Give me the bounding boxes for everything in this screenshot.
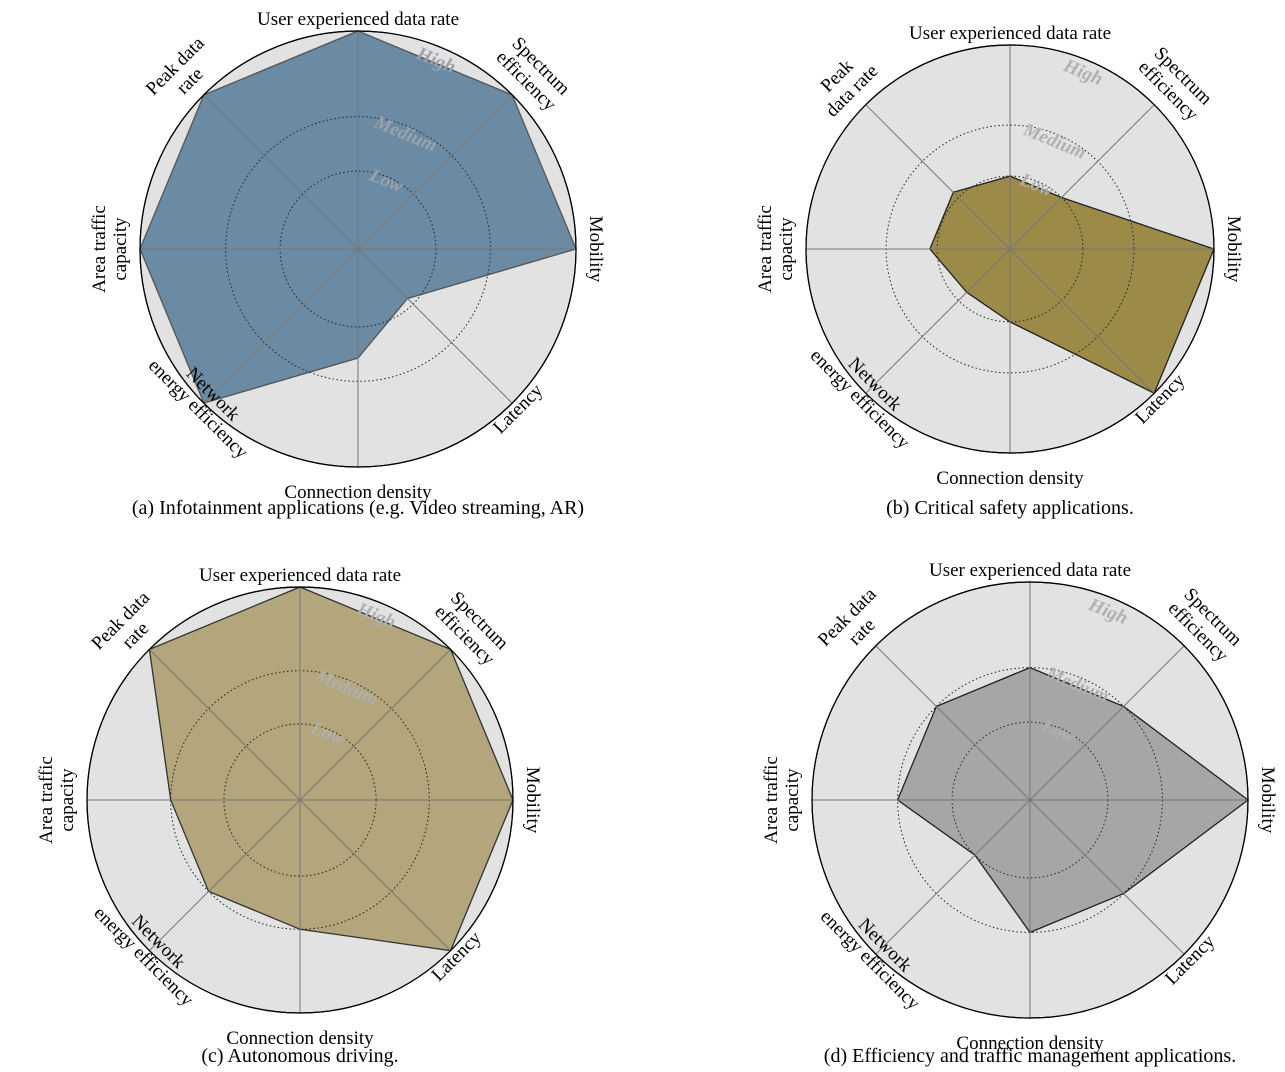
axis-label-line: Connection density xyxy=(226,1028,374,1049)
radar-spoke xyxy=(149,649,301,801)
radar-spoke xyxy=(1009,248,1155,394)
radar-spoke xyxy=(1029,645,1185,801)
axis-label-line: capacity xyxy=(57,768,78,832)
axis-label: Area trafficcapacity xyxy=(89,205,131,293)
axis-label: User experienced data rate xyxy=(929,560,1131,581)
axis-label-line: Area traffic xyxy=(89,205,110,293)
axis-label: Mobility xyxy=(585,216,606,283)
radar-spoke xyxy=(357,94,513,250)
axis-label: User experienced data rate xyxy=(199,565,401,586)
axis-label-line: Mobility xyxy=(522,767,543,834)
radar-outer-ring xyxy=(805,44,1215,454)
radar-outer-ring xyxy=(86,586,514,1014)
axis-label-line: User experienced data rate xyxy=(929,560,1131,581)
axis-label-line: User experienced data rate xyxy=(199,565,401,586)
radar-spoke xyxy=(299,799,451,951)
axis-label-line: capacity xyxy=(776,217,797,281)
axis-label: User experienced data rate xyxy=(257,9,459,30)
axis-label-line: Area traffic xyxy=(755,205,776,293)
radar-spoke xyxy=(1009,104,1155,250)
axis-label-line: Peak data xyxy=(142,33,209,100)
axis-label: Connection density xyxy=(226,1028,374,1049)
radar-spoke xyxy=(875,799,1031,955)
panel-caption: (a) Infotainment applications (e.g. Vide… xyxy=(132,497,584,519)
axis-label: Area trafficcapacity xyxy=(36,756,78,844)
radar-spoke xyxy=(865,104,1011,250)
axis-label-line: Mobility xyxy=(1223,216,1244,283)
axis-label-line: Connection density xyxy=(956,1033,1104,1054)
radar-spoke xyxy=(299,649,451,801)
axis-label: Area trafficcapacity xyxy=(761,756,803,844)
axis-label-line: Connection density xyxy=(284,482,432,503)
axis-label: Connection density xyxy=(284,482,432,503)
axis-label: Mobility xyxy=(1257,767,1278,834)
radar-spoke xyxy=(203,94,359,250)
radar-spoke xyxy=(875,645,1031,801)
axis-label: User experienced data rate xyxy=(909,23,1111,44)
panel-caption: (b) Critical safety applications. xyxy=(886,497,1134,519)
axis-label-line: capacity xyxy=(110,217,131,281)
axis-label-line: Area traffic xyxy=(761,756,782,844)
radar-spoke xyxy=(203,248,359,404)
axis-label-line: Area traffic xyxy=(36,756,57,844)
axis-label: Mobility xyxy=(522,767,543,834)
axis-label-line: Peak data xyxy=(814,584,881,651)
panel-caption: (d) Efficiency and traffic management ap… xyxy=(824,1045,1236,1067)
radar-spoke xyxy=(1029,799,1185,955)
panel-caption: (c) Autonomous driving. xyxy=(201,1045,398,1067)
radar-outer-ring xyxy=(811,581,1249,1019)
radar-spoke xyxy=(149,799,301,951)
axis-label: Connection density xyxy=(956,1033,1104,1054)
axis-label: Connection density xyxy=(936,468,1084,489)
axis-label: Mobility xyxy=(1223,216,1244,283)
radar-spoke xyxy=(865,248,1011,394)
axis-label-line: Mobility xyxy=(1257,767,1278,834)
axis-label-line: Mobility xyxy=(585,216,606,283)
axis-label: Area trafficcapacity xyxy=(755,205,797,293)
axis-label-line: capacity xyxy=(782,768,803,832)
radar-spoke xyxy=(357,248,513,404)
radar-outer-ring xyxy=(139,30,577,468)
axis-label-line: User experienced data rate xyxy=(909,23,1111,44)
axis-label-line: Connection density xyxy=(936,468,1084,489)
axis-label-line: User experienced data rate xyxy=(257,9,459,30)
axis-label-line: Peak data xyxy=(87,587,154,654)
